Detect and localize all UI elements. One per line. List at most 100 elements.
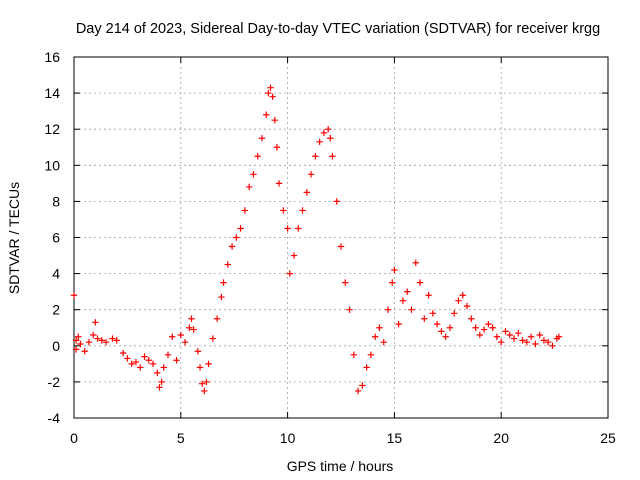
data-point: [367, 351, 375, 359]
data-point: [408, 306, 415, 313]
data-point: [267, 84, 274, 91]
data-point: [459, 292, 466, 299]
data-point: [72, 337, 80, 344]
y-tick-label: 6: [52, 230, 60, 246]
data-point: [468, 315, 475, 322]
data-point: [237, 225, 244, 232]
data-point: [451, 310, 458, 317]
data-point: [485, 320, 492, 328]
data-point: [333, 198, 340, 205]
data-point: [442, 333, 449, 340]
data-point: [181, 338, 189, 346]
data-point: [137, 364, 144, 371]
data-point: [433, 320, 441, 328]
data-point: [412, 259, 419, 266]
data-point: [324, 126, 332, 133]
data-point: [299, 207, 306, 214]
data-point: [284, 225, 291, 232]
y-axis-label: SDTVAR / TECUs: [6, 182, 22, 294]
x-tick-label: 10: [280, 430, 296, 446]
data-point: [463, 302, 471, 310]
data-point: [92, 319, 99, 326]
data-point: [329, 153, 336, 160]
data-point: [160, 364, 167, 371]
data-point: [128, 360, 135, 368]
data-point: [102, 338, 110, 346]
data-point: [177, 331, 184, 339]
data-point: [228, 243, 236, 250]
x-tick-label: 25: [600, 430, 616, 446]
x-tick-label: 0: [70, 430, 78, 446]
data-point: [350, 351, 358, 359]
data-point: [523, 338, 531, 346]
data-point: [263, 111, 270, 118]
data-point: [196, 364, 204, 371]
data-point: [224, 261, 231, 268]
x-tick-label: 20: [493, 430, 509, 446]
data-point: [519, 337, 526, 344]
grid-lines: [74, 57, 608, 418]
x-axis-label: GPS time / hours: [287, 458, 394, 474]
data-point: [429, 310, 437, 317]
data-point: [480, 326, 488, 333]
data-point: [502, 328, 509, 335]
data-point: [316, 138, 323, 146]
data-point: [132, 358, 140, 366]
data-point: [455, 297, 462, 304]
data-point: [425, 292, 432, 299]
data-series-sdtvar: [70, 84, 563, 395]
data-point: [395, 320, 402, 328]
y-tick-label: 4: [52, 266, 60, 282]
data-point: [286, 270, 293, 277]
data-point: [254, 153, 261, 160]
data-point: [438, 328, 445, 335]
data-point: [527, 333, 535, 340]
data-point: [307, 171, 315, 178]
data-point: [510, 335, 518, 342]
data-point: [173, 357, 180, 364]
data-point: [404, 288, 411, 295]
data-point: [506, 331, 513, 339]
data-point: [213, 315, 221, 322]
data-point: [164, 351, 172, 359]
data-point: [141, 353, 148, 360]
data-point: [380, 338, 387, 346]
data-point: [220, 279, 227, 286]
data-point: [540, 337, 548, 344]
data-point: [472, 324, 479, 331]
data-point: [489, 324, 496, 331]
data-point: [371, 333, 379, 340]
y-tick-label: 10: [44, 157, 60, 173]
y-tick-label: -4: [48, 410, 61, 426]
data-point: [295, 225, 302, 232]
data-point: [169, 333, 176, 340]
data-point: [384, 306, 392, 313]
data-point: [327, 135, 334, 142]
data-point: [421, 315, 428, 322]
data-point: [320, 129, 328, 137]
data-point: [218, 293, 225, 301]
data-point: [85, 338, 93, 346]
data-point: [109, 335, 116, 342]
data-point: [75, 333, 82, 340]
y-tick-label: 12: [44, 121, 60, 137]
data-point: [205, 360, 212, 368]
data-point: [498, 338, 505, 346]
data-point: [203, 378, 210, 386]
data-point: [194, 348, 202, 355]
data-point: [72, 346, 80, 353]
data-point: [269, 93, 276, 100]
data-point: [265, 89, 272, 97]
y-tick-label: 8: [52, 193, 60, 209]
data-point: [275, 180, 283, 187]
y-tick-label: 0: [52, 338, 60, 354]
data-point: [290, 252, 298, 259]
data-point: [273, 144, 281, 151]
chart-title: Day 214 of 2023, Sidereal Day-to-day VTE…: [76, 21, 600, 37]
data-point: [446, 324, 454, 331]
data-point: [359, 382, 366, 389]
data-point: [342, 279, 349, 286]
data-point: [399, 297, 407, 304]
data-point: [81, 348, 88, 355]
data-point: [124, 355, 131, 362]
